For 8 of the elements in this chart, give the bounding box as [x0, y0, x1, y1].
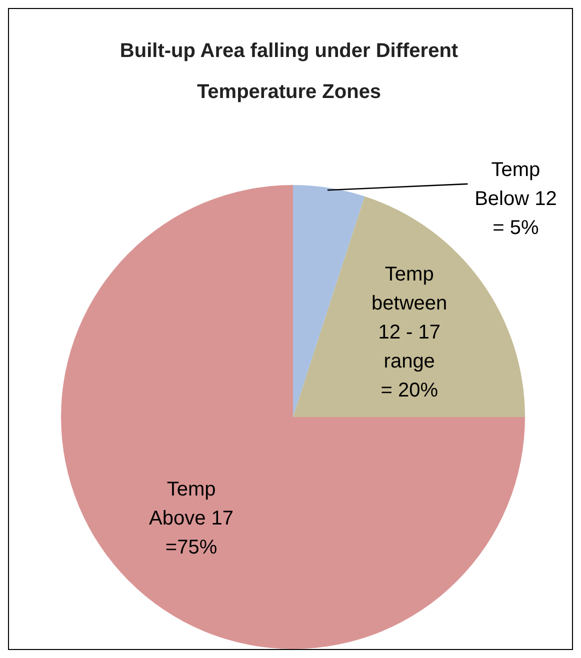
data-label: =75%	[165, 536, 218, 559]
data-label: = 20%	[380, 379, 438, 402]
slice-label: Temp Above 17	[149, 478, 234, 530]
slice-label: Temp Below 12	[474, 158, 557, 210]
pie-slice	[293, 185, 365, 417]
data-label: = 5%	[492, 216, 539, 239]
slice-label: Temp between 12 - 17 range	[372, 263, 448, 372]
chart-title: Built-up Area falling under Different Temperature Zones	[119, 39, 459, 105]
